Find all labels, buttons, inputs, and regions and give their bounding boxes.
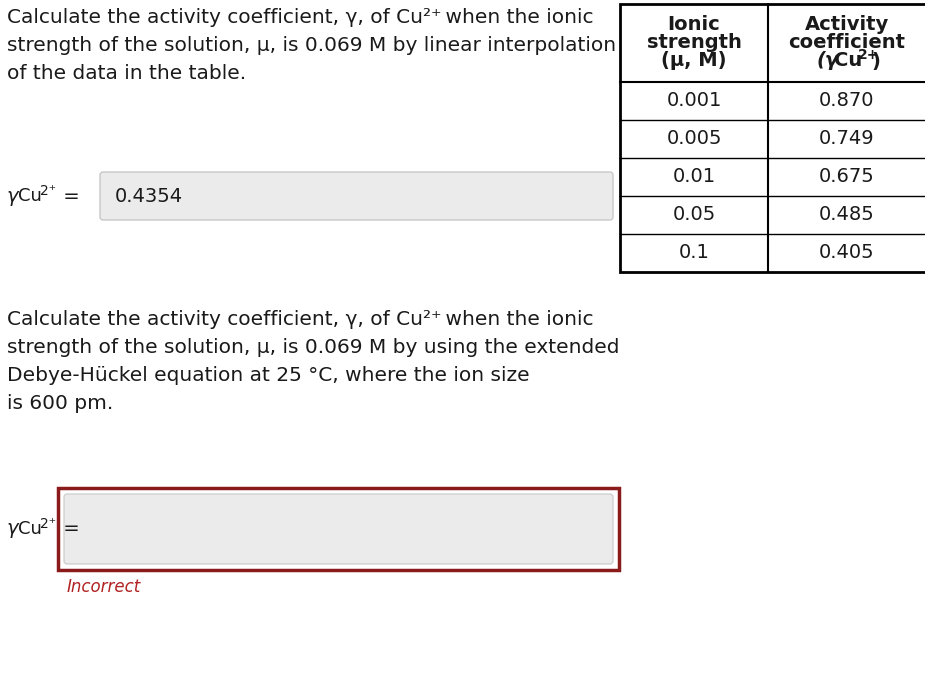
Text: γ: γ <box>7 186 18 205</box>
Bar <box>620 4 925 272</box>
Text: 2⁺: 2⁺ <box>40 184 56 198</box>
Text: 0.05: 0.05 <box>672 205 716 225</box>
Text: strength of the solution, μ, is 0.069 M by using the extended: strength of the solution, μ, is 0.069 M … <box>7 338 620 357</box>
Text: Calculate the activity coefficient, γ, of Cu²⁺ when the ionic: Calculate the activity coefficient, γ, o… <box>7 310 594 329</box>
Text: 0.870: 0.870 <box>820 92 875 110</box>
Text: 2+: 2+ <box>858 48 880 62</box>
Text: 0.485: 0.485 <box>820 205 875 225</box>
FancyBboxPatch shape <box>58 488 619 570</box>
Text: (γ: (γ <box>817 52 839 71</box>
Text: Cu: Cu <box>834 52 862 71</box>
Text: =: = <box>57 186 80 205</box>
Text: 2⁺: 2⁺ <box>40 517 56 531</box>
FancyBboxPatch shape <box>100 172 613 220</box>
Text: of the data in the table.: of the data in the table. <box>7 64 246 83</box>
Text: strength: strength <box>647 34 742 52</box>
Text: is 600 pm.: is 600 pm. <box>7 394 113 413</box>
Text: γ: γ <box>7 520 18 538</box>
Text: Calculate the activity coefficient, γ, of Cu²⁺ when the ionic: Calculate the activity coefficient, γ, o… <box>7 8 594 27</box>
Text: Cu: Cu <box>18 187 42 205</box>
Text: ): ) <box>871 52 880 71</box>
Text: 0.4354: 0.4354 <box>115 186 183 205</box>
Text: 0.005: 0.005 <box>666 129 722 149</box>
Text: 0.749: 0.749 <box>820 129 875 149</box>
Text: (μ, M): (μ, M) <box>661 52 727 71</box>
Text: 0.1: 0.1 <box>679 244 709 262</box>
Text: =: = <box>57 520 80 538</box>
Text: Cu: Cu <box>18 520 42 538</box>
Text: Activity: Activity <box>805 15 889 34</box>
Text: 0.01: 0.01 <box>672 168 716 186</box>
Text: 0.001: 0.001 <box>666 92 722 110</box>
Text: coefficient: coefficient <box>788 34 906 52</box>
Text: 0.405: 0.405 <box>820 244 875 262</box>
Text: Incorrect: Incorrect <box>67 578 142 596</box>
Text: strength of the solution, μ, is 0.069 M by linear interpolation: strength of the solution, μ, is 0.069 M … <box>7 36 616 55</box>
FancyBboxPatch shape <box>64 494 613 564</box>
Text: Ionic: Ionic <box>668 15 721 34</box>
Text: 0.675: 0.675 <box>820 168 875 186</box>
Text: Debye-Hückel equation at 25 °C, where the ion size: Debye-Hückel equation at 25 °C, where th… <box>7 366 530 385</box>
